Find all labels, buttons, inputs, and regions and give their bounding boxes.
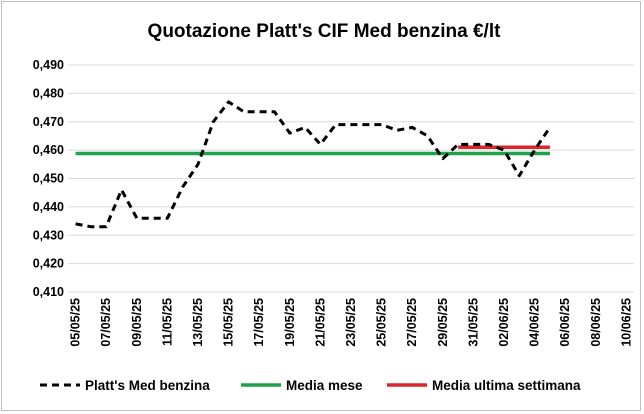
x-tick-label: 19/05/25	[283, 298, 297, 347]
y-tick-label: 0,450	[33, 172, 64, 186]
y-tick-label: 0,440	[33, 200, 64, 214]
x-tick-label: 04/06/25	[528, 298, 542, 347]
x-tick-label: 21/05/25	[313, 298, 327, 347]
y-tick-label: 0,410	[33, 285, 64, 299]
x-tick-label: 23/05/25	[344, 298, 358, 347]
x-tick-label: 17/05/25	[252, 298, 266, 347]
x-tick-label: 06/06/25	[558, 298, 572, 347]
legend-item-media-mese: Media mese	[241, 378, 363, 393]
x-tick-label: 08/06/25	[589, 298, 603, 347]
y-tick-label: 0,470	[33, 115, 64, 129]
x-tick-label: 02/06/25	[497, 298, 511, 347]
x-tick-label: 09/05/25	[130, 298, 144, 347]
y-axis-tick-labels: 0,410 0,420 0,430 0,440 0,450 0,460 0,470 0,480…	[33, 58, 64, 299]
y-tick-label: 0,490	[33, 58, 64, 72]
y-tick-label: 0,430	[33, 228, 64, 242]
chart-title: Quotazione Platt's CIF Med benzina €/lt	[148, 21, 502, 42]
legend-label: Platt's Med benzina	[85, 378, 210, 393]
legend-item-platts-med-benzina: Platt's Med benzina	[40, 378, 210, 393]
x-tick-label: 15/05/25	[222, 298, 236, 347]
legend: Platt's Med benzina Media mese Media ultim…	[40, 378, 581, 393]
y-tick-label: 0,480	[33, 86, 64, 100]
grid-lines	[68, 64, 634, 293]
x-tick-label: 05/05/25	[69, 298, 83, 347]
y-tick-label: 0,460	[33, 143, 64, 157]
x-tick-label: 31/05/25	[466, 298, 480, 347]
x-tick-label: 25/05/25	[375, 298, 389, 347]
series-line-platts-med-benzina	[75, 100, 552, 229]
x-axis-tick-labels: 05/05/25 07/05/25 09/05/25 11/05/25 13/05/25…	[69, 298, 634, 347]
x-tick-label: 13/05/25	[191, 298, 205, 347]
y-tick-label: 0,420	[33, 257, 64, 271]
x-tick-label: 10/06/25	[619, 298, 633, 347]
legend-item-media-ultima-settimana: Media ultima settimana	[387, 378, 581, 393]
legend-label: Media mese	[286, 378, 363, 393]
x-tick-label: 11/05/25	[160, 298, 174, 346]
x-tick-label: 29/05/25	[436, 298, 450, 347]
series-lines	[75, 100, 552, 229]
legend-label: Media ultima settimana	[432, 378, 581, 393]
x-tick-label: 07/05/25	[99, 298, 113, 347]
x-tick-label: 27/05/25	[405, 298, 419, 347]
